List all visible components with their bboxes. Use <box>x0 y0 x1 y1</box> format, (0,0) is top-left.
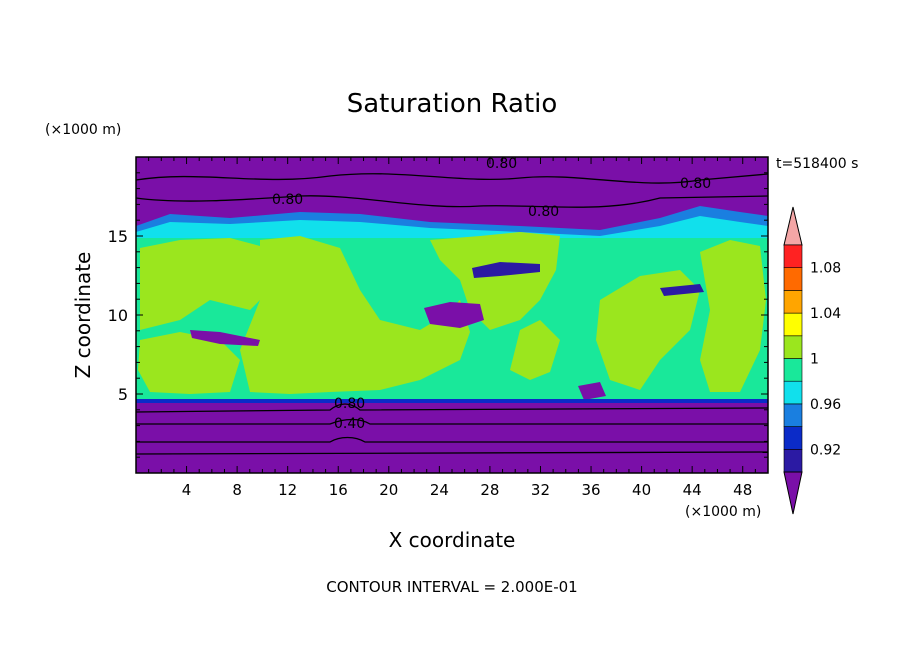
colorbar: 0.92 0.96 1 1.04 1.08 <box>783 206 841 515</box>
x-tick-label: 4 <box>182 481 192 499</box>
colorbar-band <box>783 448 803 473</box>
contour-label: 0.80 <box>334 396 365 412</box>
y-axis-label: Z coordinate <box>71 252 95 379</box>
colorbar-band <box>783 290 803 314</box>
contour-label: 0.80 <box>272 192 303 208</box>
dry-pocket <box>472 262 540 278</box>
saturated-patch <box>138 332 240 394</box>
colorbar-band <box>783 380 803 405</box>
x-unit-label: (×1000 m) <box>685 504 761 520</box>
colorbar-below-arrow <box>783 471 803 515</box>
dry-pocket <box>578 382 606 400</box>
x-tick-label: 12 <box>278 481 297 499</box>
saturated-patch <box>430 232 560 330</box>
colorbar-band <box>783 312 803 337</box>
colorbar-band <box>783 426 803 450</box>
contour-label: 0.80 <box>528 204 559 220</box>
colorbar-label: 0.92 <box>810 442 841 458</box>
x-tick-label: 48 <box>733 481 752 499</box>
saturated-patch <box>240 236 470 394</box>
saturated-patch <box>596 270 700 390</box>
saturated-patch <box>510 320 560 380</box>
colorbar-label: 1 <box>810 352 819 368</box>
x-tick-label: 8 <box>232 481 242 499</box>
dry-pocket <box>190 330 260 346</box>
x-tick-label: 28 <box>480 481 499 499</box>
colorbar-band <box>783 335 803 359</box>
x-tick-label: 20 <box>379 481 398 499</box>
y-tick-label: 15 <box>108 227 128 246</box>
saturation-field <box>136 157 768 473</box>
x-tick-label: 32 <box>531 481 550 499</box>
x-tick-label: 24 <box>430 481 449 499</box>
colorbar-label: 1.04 <box>810 306 841 322</box>
y-unit-label: (×1000 m) <box>45 122 121 138</box>
colorbar-band <box>783 244 803 269</box>
x-tick-label: 16 <box>329 481 348 499</box>
contour-lines <box>136 173 768 455</box>
contour-label: 0.80 <box>680 176 711 192</box>
x-axis-label: X coordinate <box>389 528 516 552</box>
contour-label: 0.80 <box>486 156 517 172</box>
chart-title: Saturation Ratio <box>347 89 558 119</box>
contour-interval-note: CONTOUR INTERVAL = 2.000E-01 <box>326 578 577 596</box>
saturated-patch <box>700 240 766 392</box>
colorbar-label: 1.08 <box>810 261 841 277</box>
contour-label: 0.40 <box>334 416 365 432</box>
y-tick-label: 10 <box>108 306 128 325</box>
lower-dry-layer <box>136 402 768 473</box>
colorbar-above-arrow <box>783 206 803 246</box>
x-tick-label: 40 <box>632 481 651 499</box>
time-label: t=518400 s <box>776 156 858 172</box>
y-axis-ticks: 5 10 15 <box>108 172 768 458</box>
colorbar-label: 0.96 <box>810 397 841 413</box>
y-tick-label: 5 <box>118 385 128 404</box>
x-axis-ticks: 4 8 12 16 20 24 28 32 36 40 44 48 <box>148 157 756 499</box>
dry-pocket <box>424 302 484 328</box>
saturated-patch <box>140 238 270 330</box>
dry-pocket <box>660 284 704 296</box>
contour-label-group: 0.80 0.80 0.80 0.80 0.80 0.40 <box>272 156 711 432</box>
colorbar-band <box>783 403 803 427</box>
x-tick-label: 44 <box>683 481 702 499</box>
x-tick-label: 36 <box>581 481 600 499</box>
colorbar-band <box>783 267 803 291</box>
lower-transition-line <box>136 399 768 403</box>
colorbar-band <box>783 358 803 382</box>
